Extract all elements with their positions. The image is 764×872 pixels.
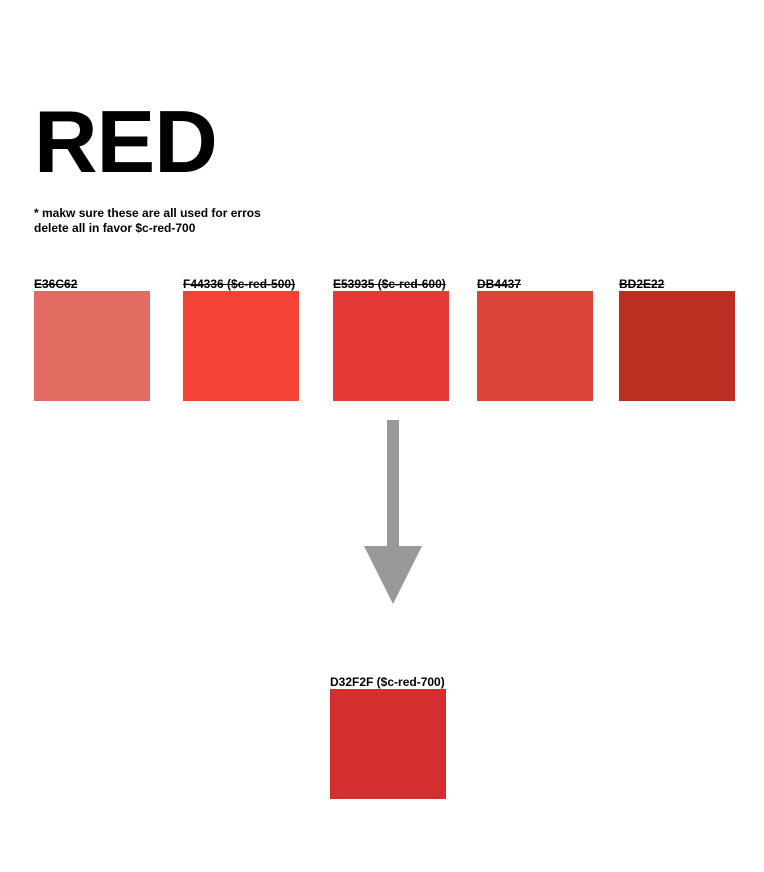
arrow-head <box>364 546 422 604</box>
swatch-label: E53935 ($c-red-600) <box>333 277 446 291</box>
swatch-label: BD2E22 <box>619 277 665 291</box>
color-chip <box>477 291 593 401</box>
color-chip <box>34 291 150 401</box>
note-line-2: delete all in favor $c-red-700 <box>34 221 196 235</box>
down-arrow-icon <box>364 420 422 604</box>
swatch-label: E36C62 <box>34 277 78 291</box>
color-chip <box>183 291 299 401</box>
arrow-shaft <box>387 420 399 546</box>
swatch-label: F44336 ($c-red-500) <box>183 277 296 291</box>
swatch-label: D32F2F ($c-red-700) <box>330 675 445 689</box>
page-title: RED <box>34 92 218 191</box>
color-chip <box>333 291 449 401</box>
swatch-label: DB4437 <box>477 277 522 291</box>
color-chip <box>619 291 735 401</box>
note-line-1: * makw sure these are all used for erros <box>34 206 261 220</box>
color-chip <box>330 689 446 799</box>
note: * makw sure these are all used for erros… <box>34 206 261 236</box>
